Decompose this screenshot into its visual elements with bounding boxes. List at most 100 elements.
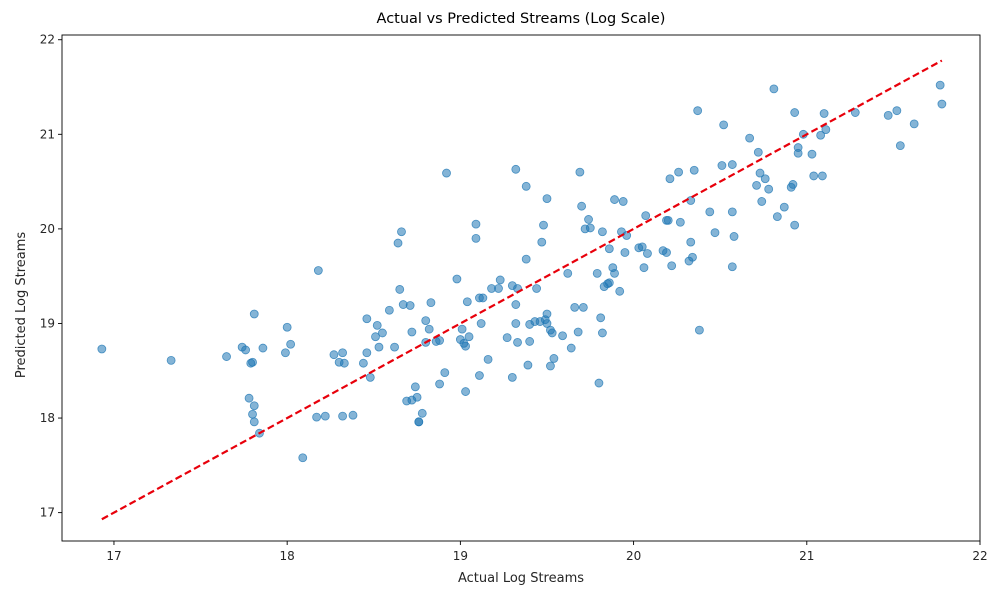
x-axis-ticks: 17 18 19 20 21 22 <box>106 541 988 563</box>
data-point <box>547 328 557 338</box>
data-point <box>244 393 254 403</box>
data-point <box>584 215 593 224</box>
data-point <box>686 237 696 247</box>
y-tick-label: 17 <box>40 506 55 520</box>
data-point <box>424 324 434 334</box>
data-point <box>412 392 422 402</box>
data-point <box>727 262 737 272</box>
data-point <box>604 278 614 288</box>
data-point <box>397 227 406 237</box>
data-point <box>258 343 268 353</box>
x-tick-label: 21 <box>799 549 814 563</box>
data-point <box>637 242 647 252</box>
data-point <box>695 325 704 335</box>
data-point <box>705 207 715 217</box>
data-point <box>729 232 739 241</box>
chart-title: Actual vs Predicted Streams (Log Scale) <box>377 11 666 27</box>
data-point <box>521 181 531 191</box>
data-point <box>850 108 860 117</box>
data-point <box>594 378 604 388</box>
data-point <box>821 125 831 134</box>
data-point <box>935 80 945 90</box>
data-point <box>513 337 522 347</box>
data-point <box>248 357 257 367</box>
data-point <box>592 268 602 278</box>
data-point <box>689 165 699 175</box>
data-point <box>282 322 292 332</box>
data-point <box>478 293 488 303</box>
data-point <box>667 261 677 271</box>
data-point <box>816 130 826 140</box>
data-point <box>937 99 947 109</box>
data-point <box>622 231 632 240</box>
data-point <box>578 302 588 312</box>
data-point <box>675 217 685 227</box>
data-point <box>753 147 763 157</box>
data-point <box>790 220 800 230</box>
data-point <box>539 220 548 230</box>
data-point <box>598 328 607 338</box>
data-point <box>558 331 567 341</box>
data-point <box>643 249 652 258</box>
data-point <box>313 266 323 275</box>
plot-frame <box>61 34 981 542</box>
data-point <box>329 350 339 360</box>
data-point <box>817 171 827 181</box>
data-point <box>566 343 576 353</box>
data-point <box>883 110 893 120</box>
data-point <box>532 284 541 293</box>
data-point <box>475 371 484 380</box>
data-point <box>895 141 905 151</box>
x-axis-label: Actual Log Streams <box>458 571 584 586</box>
data-point <box>511 164 521 174</box>
data-point <box>320 411 330 421</box>
data-point <box>511 319 521 328</box>
data-point <box>457 324 467 334</box>
data-point <box>471 219 481 229</box>
data-point <box>384 305 394 315</box>
data-point <box>286 339 296 349</box>
data-point <box>909 119 919 129</box>
data-point <box>371 332 380 342</box>
x-tick-label: 17 <box>106 549 121 563</box>
data-point <box>372 320 382 330</box>
data-point <box>414 417 424 427</box>
data-point <box>442 168 451 178</box>
data-point <box>362 314 372 324</box>
data-point <box>788 180 798 189</box>
data-point <box>639 263 649 273</box>
y-tick-label: 22 <box>40 33 55 47</box>
data-point <box>727 207 737 217</box>
data-point <box>440 368 450 378</box>
data-point <box>719 120 729 130</box>
data-point <box>618 197 628 206</box>
y-tick-label: 21 <box>40 127 55 141</box>
data-point <box>542 194 552 204</box>
data-point <box>769 84 779 94</box>
data-point <box>249 309 259 319</box>
data-point <box>620 248 630 257</box>
data-point <box>395 285 405 294</box>
data-point <box>374 342 384 352</box>
data-point <box>710 228 720 238</box>
x-tick-label: 22 <box>972 549 987 563</box>
data-point <box>793 143 803 152</box>
data-point <box>757 197 767 206</box>
data-point <box>358 358 368 368</box>
data-point <box>511 300 521 309</box>
data-point <box>521 254 531 264</box>
data-point <box>596 313 606 323</box>
y-axis-ticks: 17 18 19 20 21 22 <box>40 33 62 520</box>
data-point <box>338 411 347 421</box>
data-point <box>745 133 755 143</box>
data-point <box>312 412 322 422</box>
data-point <box>339 358 349 368</box>
data-point <box>573 327 583 337</box>
data-point <box>546 361 555 371</box>
data-point <box>461 341 470 351</box>
data-point <box>674 167 684 177</box>
data-point <box>166 355 176 365</box>
data-point <box>426 298 436 308</box>
data-point <box>525 337 535 346</box>
